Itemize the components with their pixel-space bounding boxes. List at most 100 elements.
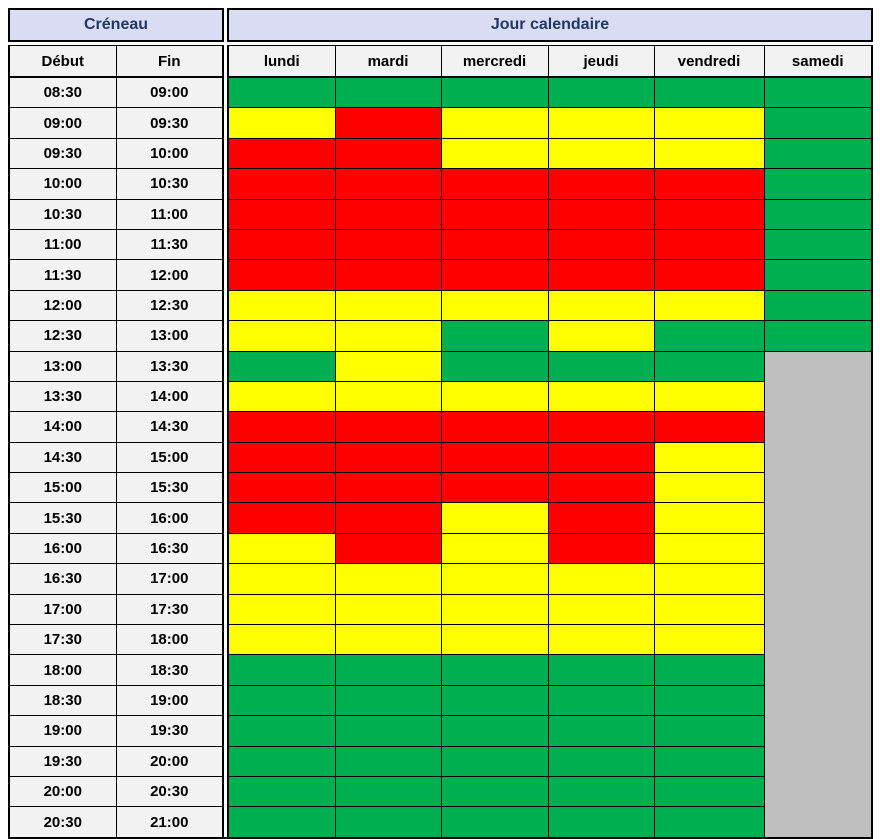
availability-cell [763,320,873,352]
availability-cell [763,563,873,595]
availability-cell [227,502,336,534]
availability-cell [334,775,442,808]
availability-cell [763,76,873,109]
availability-cell [653,472,765,504]
section-gap [223,472,228,503]
availability-cell [440,107,549,139]
availability-cell [547,806,655,839]
availability-cell [653,259,765,291]
availability-cell [653,654,765,686]
availability-cell [334,137,442,170]
slot-end-time: 13:00 [115,320,224,352]
availability-cell [334,593,442,626]
jour-calendaire-group-header: Jour calendaire [227,8,873,42]
availability-cell [227,137,336,170]
availability-cell [653,593,765,626]
availability-cell [334,532,442,565]
availability-cell [653,380,765,413]
availability-cell [440,593,549,626]
availability-cell [440,137,549,170]
availability-cell [653,502,765,534]
group-header-row: Créneau Jour calendaire [8,8,873,42]
slot-start-time: 12:30 [8,320,117,352]
column-header-debut: Début [8,45,117,78]
slot-end-time: 12:00 [115,259,224,291]
availability-cell [653,775,765,808]
table-row: 12:30 13:00 [8,320,873,352]
section-gap [223,442,228,473]
slot-start-time: 10:00 [8,168,117,200]
table-row: 17:30 18:00 [8,624,873,656]
availability-cell [334,806,442,839]
availability-cell [227,532,336,565]
availability-cell [653,350,765,382]
section-gap [223,654,228,686]
availability-cell [334,502,442,534]
slot-start-time: 18:30 [8,684,117,717]
availability-cell [334,624,442,656]
table-row: 08:30 09:00 [8,76,873,109]
section-gap [223,533,228,564]
table-row: 11:00 11:30 [8,228,873,261]
availability-cell [763,684,873,717]
availability-cell [547,684,655,717]
availability-cell [440,745,549,777]
availability-cell [227,441,336,474]
section-gap [223,45,228,77]
schedule-table: Créneau Jour calendaire Début Fin lundi … [8,8,873,839]
column-header-lundi: lundi [227,45,336,78]
availability-cell [227,472,336,504]
availability-cell [440,350,549,382]
availability-cell [227,684,336,717]
availability-cell [227,76,336,109]
availability-cell [653,441,765,474]
section-gap [223,77,228,108]
table-row: 13:30 14:00 [8,380,873,413]
section-gap [223,351,228,382]
column-header-row: Début Fin lundi mardi mercredi jeudi ven… [8,45,873,78]
section-gap [223,381,228,412]
section-gap [223,9,228,41]
slot-start-time: 15:00 [8,472,117,504]
availability-cell [440,441,549,474]
section-gap [223,685,228,716]
section-gap [223,624,228,655]
availability-cell [440,806,549,839]
availability-cell [334,228,442,261]
availability-cell [763,228,873,261]
availability-cell [334,320,442,352]
table-row: 09:30 10:00 [8,137,873,170]
table-row: 15:30 16:00 [8,502,873,534]
slot-start-time: 16:30 [8,563,117,595]
availability-cell [440,289,549,322]
slot-end-time: 14:30 [115,411,224,443]
slot-start-time: 20:30 [8,806,117,839]
availability-cell [653,411,765,443]
availability-cell [763,715,873,747]
section-gap [223,138,228,169]
section-gap [223,107,228,139]
availability-cell [227,198,336,230]
availability-cell [334,168,442,200]
availability-cell [334,350,442,382]
availability-cell [440,198,549,230]
availability-cell [653,745,765,777]
availability-cell [440,472,549,504]
slot-end-time: 18:00 [115,624,224,656]
section-gap [223,502,228,534]
availability-cell [334,563,442,595]
section-gap [223,776,228,807]
availability-cell [763,168,873,200]
availability-cell [547,472,655,504]
availability-cell [763,350,873,382]
availability-cell [763,502,873,534]
availability-cell [334,289,442,322]
availability-cell [763,411,873,443]
availability-cell [653,684,765,717]
availability-cell [763,472,873,504]
availability-cell [653,76,765,109]
slot-end-time: 11:30 [115,228,224,261]
availability-cell [653,320,765,352]
section-gap [223,411,228,443]
column-header-mardi: mardi [334,45,442,78]
